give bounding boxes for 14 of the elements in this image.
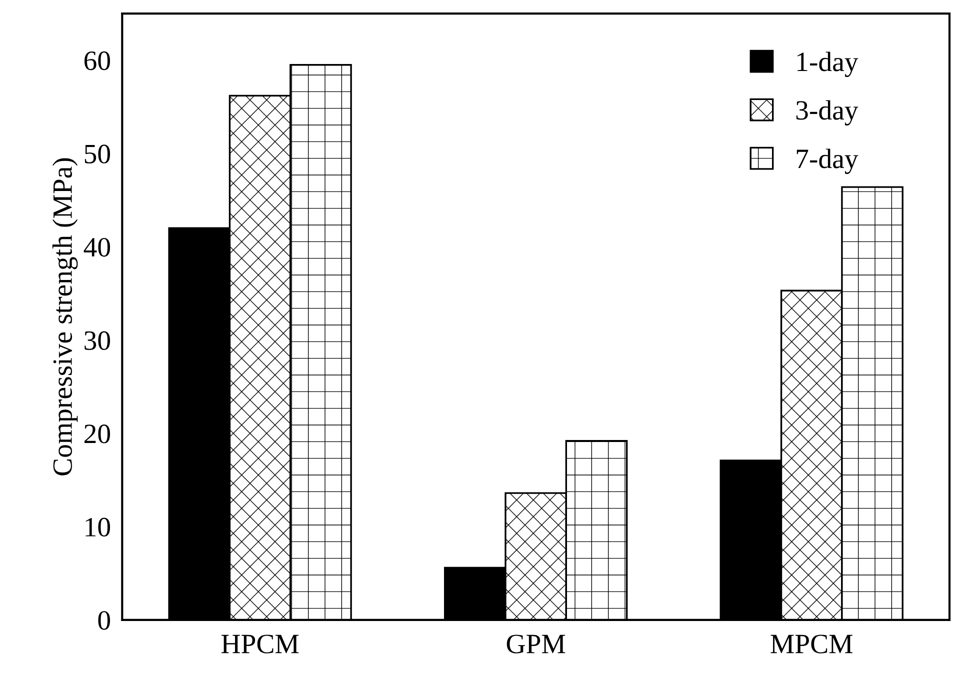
- y-tick-label: 0: [98, 611, 110, 630]
- y-tick-label: 40: [84, 238, 110, 257]
- x-tick-label: HPCM: [221, 634, 299, 654]
- x-tick-label: MPCM: [770, 634, 852, 654]
- y-tick-label: 10: [86, 518, 110, 537]
- legend-label: 7-day: [796, 148, 858, 174]
- y-tick-label: 20: [84, 424, 110, 444]
- y-tick-label: 60: [84, 51, 110, 70]
- y-axis-title: Compressive strength (MPa): [52, 158, 78, 476]
- y-tick-label: 50: [84, 144, 110, 164]
- legend-label: 3-day: [796, 100, 858, 126]
- x-tick-label: GPM: [506, 634, 566, 654]
- y-tick-label: 30: [84, 331, 110, 350]
- legend-label: 1-day: [798, 52, 858, 77]
